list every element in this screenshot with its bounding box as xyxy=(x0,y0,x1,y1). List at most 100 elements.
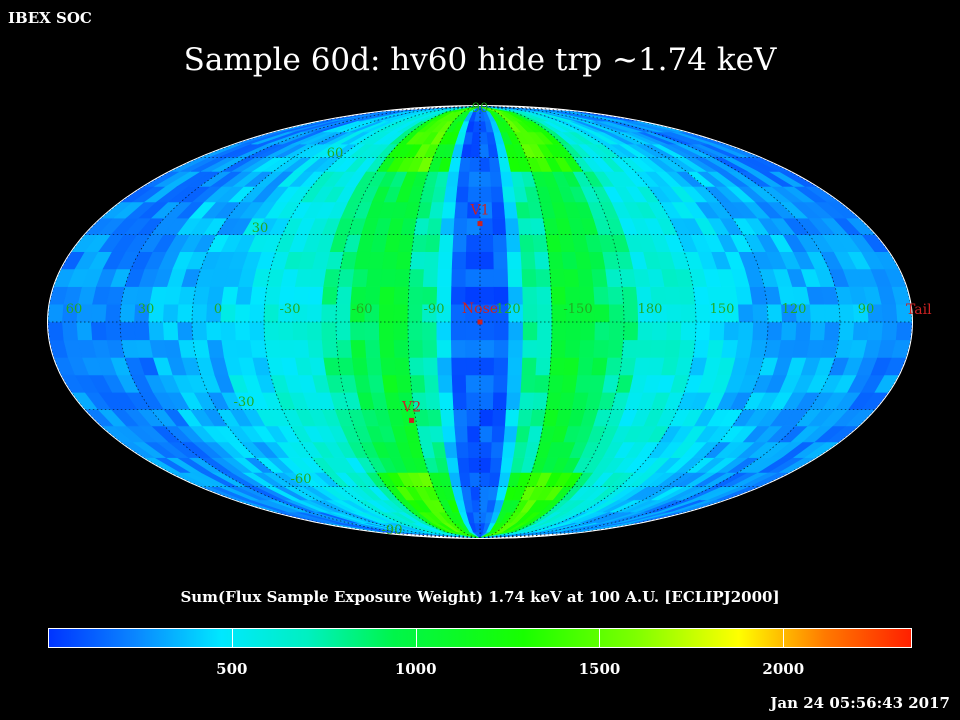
flux-cell xyxy=(594,303,610,323)
flux-cell xyxy=(723,321,740,341)
flux-cell xyxy=(468,171,481,187)
flux-cell xyxy=(505,234,522,252)
flux-cell xyxy=(249,303,266,323)
latitude-label: -30 xyxy=(234,395,255,410)
longitude-label: 120 xyxy=(782,302,807,317)
flux-cell xyxy=(489,457,503,473)
flux-cell xyxy=(503,425,519,443)
longitude-label: 180 xyxy=(638,302,663,317)
flux-cell xyxy=(453,408,468,427)
flux-cell xyxy=(664,286,682,305)
flux-cell xyxy=(394,268,411,287)
flux-cell xyxy=(594,321,610,341)
flux-cell xyxy=(321,303,337,323)
flux-cell xyxy=(547,374,565,393)
flux-cell xyxy=(522,303,538,323)
flux-cell xyxy=(220,303,237,323)
flux-cell xyxy=(250,339,268,358)
flux-cell xyxy=(220,321,237,341)
corner-label: IBEX SOC xyxy=(8,9,92,27)
flux-cell xyxy=(547,251,565,270)
flux-cell xyxy=(608,303,625,323)
flux-cell xyxy=(378,321,395,341)
flux-cell xyxy=(458,157,472,172)
flux-cell xyxy=(454,425,469,443)
flux-cell xyxy=(446,457,460,473)
flux-cell xyxy=(493,268,509,287)
flux-cell xyxy=(263,303,280,323)
flux-cell xyxy=(490,441,505,458)
marker-label-tail: Tail xyxy=(906,302,932,318)
flux-cell xyxy=(437,357,453,376)
flux-cell xyxy=(479,321,495,341)
flux-cell xyxy=(381,374,399,393)
flux-cell xyxy=(809,303,826,323)
flux-cell xyxy=(321,286,339,305)
flux-cell xyxy=(451,357,467,376)
flux-cell xyxy=(177,321,194,341)
flux-cell xyxy=(795,321,812,341)
flux-cell xyxy=(323,268,341,287)
flux-cell xyxy=(692,286,710,305)
longitude-label: -60 xyxy=(352,302,373,317)
flux-cell xyxy=(479,234,494,252)
flux-cell xyxy=(395,251,413,270)
flux-cell xyxy=(465,251,481,270)
flux-cell xyxy=(479,408,494,427)
flux-cell xyxy=(507,357,523,376)
flux-cell xyxy=(621,286,639,305)
flux-cell xyxy=(506,374,523,393)
flux-cell xyxy=(491,201,506,219)
flux-cell xyxy=(522,321,538,341)
flux-cell xyxy=(119,303,136,323)
flux-cell xyxy=(235,286,254,305)
marker-label: Nose xyxy=(462,301,498,317)
latitude-label: 60 xyxy=(327,146,344,161)
flux-cell xyxy=(351,357,369,376)
flux-cell xyxy=(824,303,841,323)
flux-cell xyxy=(472,511,481,524)
flux-cell xyxy=(521,268,538,287)
flux-cell xyxy=(429,425,445,443)
flux-cell xyxy=(895,321,912,341)
flux-cell xyxy=(413,217,430,235)
flux-cell xyxy=(90,303,108,323)
flux-cell xyxy=(493,251,509,270)
flux-cell xyxy=(249,321,266,341)
flux-cell xyxy=(451,374,467,393)
flux-cell xyxy=(549,357,566,376)
map-title: Sample 60d: hv60 hide trp ~1.74 keV xyxy=(183,42,777,78)
flux-cell xyxy=(752,321,769,341)
flux-cell xyxy=(678,286,696,305)
flux-cell xyxy=(206,339,225,358)
colorbar-tick-label: 2000 xyxy=(762,660,805,678)
longitude-label: 30 xyxy=(138,302,155,317)
flux-cell xyxy=(766,321,783,341)
flux-cell xyxy=(532,234,549,252)
flux-cell xyxy=(519,234,535,252)
flux-cell xyxy=(470,143,481,158)
flux-cell xyxy=(549,268,566,287)
flux-cell xyxy=(737,321,754,341)
flux-cell xyxy=(162,321,179,341)
flux-cell xyxy=(493,339,510,358)
flux-cell xyxy=(493,374,509,393)
flux-cell xyxy=(451,268,467,287)
flux-cell xyxy=(465,374,481,393)
flux-cell xyxy=(411,234,428,252)
flux-cell xyxy=(580,321,596,341)
flux-cell xyxy=(440,408,456,427)
flux-cell xyxy=(563,268,580,287)
flux-cell xyxy=(651,321,668,341)
flux-cell xyxy=(535,268,552,287)
meridian-line xyxy=(119,106,481,538)
flux-cell xyxy=(379,339,396,358)
flux-cell xyxy=(550,339,567,358)
longitude-label: -120 xyxy=(491,302,520,317)
flux-cell xyxy=(881,321,898,341)
flux-cell xyxy=(437,268,453,287)
flux-cell xyxy=(278,321,294,341)
flux-cell xyxy=(466,234,481,252)
flux-cell xyxy=(457,171,471,187)
flux-cell xyxy=(307,286,325,305)
